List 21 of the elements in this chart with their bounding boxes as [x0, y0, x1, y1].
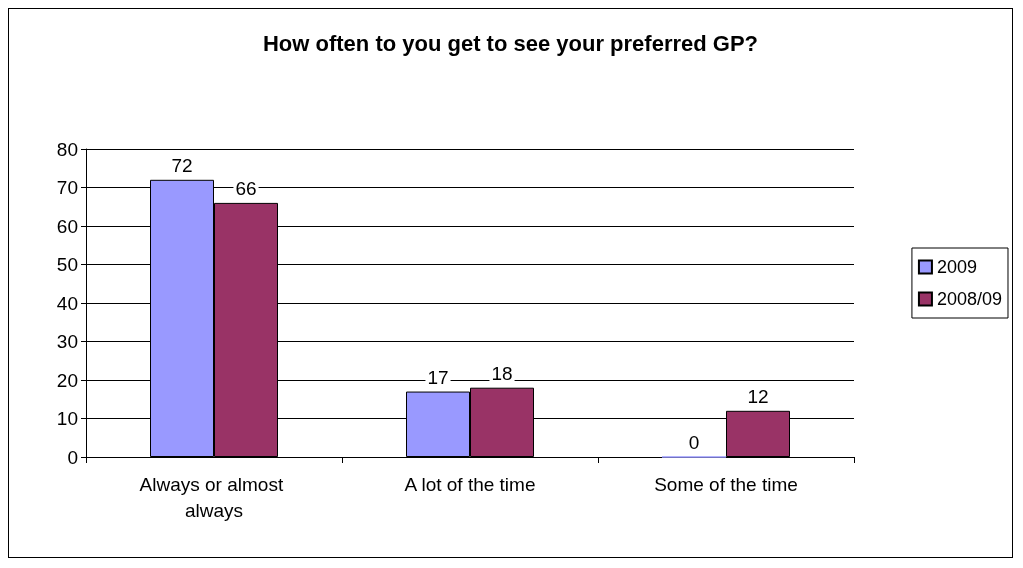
x-tick-label: Some of the time	[654, 473, 798, 495]
y-tick-label: 50	[56, 254, 78, 275]
x-tick-label: A lot of the time	[404, 473, 536, 495]
y-tick-label: 70	[56, 177, 78, 198]
y-tick-label: 80	[56, 138, 78, 160]
chart-title: How often to you get to see your preferred GP?	[262, 30, 759, 56]
y-tick-label: 30	[56, 331, 78, 352]
y-tick-label: 20	[56, 369, 78, 391]
x-tick-label: Always or almost always	[139, 473, 289, 521]
y-tick-label: 60	[56, 215, 78, 237]
data-label: 17	[427, 366, 449, 388]
data-label: 0	[688, 431, 700, 453]
y-tick-label: 40	[56, 292, 78, 314]
data-label: 66	[235, 177, 257, 199]
data-label: 12	[747, 385, 769, 407]
legend-label: 2008/09	[936, 289, 1003, 309]
y-tick-label: 0	[67, 446, 78, 468]
data-label: 72	[171, 154, 193, 176]
y-tick-label: 10	[56, 408, 78, 429]
legend-label: 2009	[936, 257, 977, 277]
data-label: 18	[491, 362, 513, 384]
